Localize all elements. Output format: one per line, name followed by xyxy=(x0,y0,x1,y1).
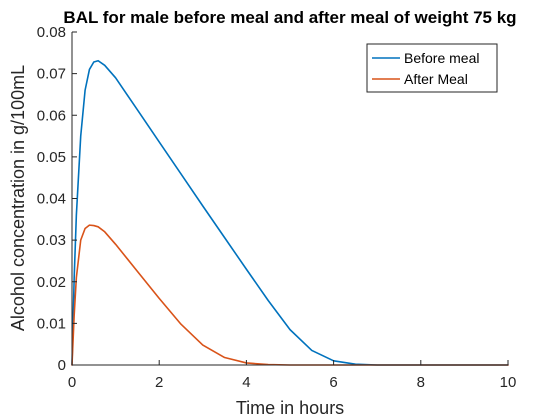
y-tick-label: 0.05 xyxy=(37,149,66,166)
legend-label-0: Before meal xyxy=(404,50,479,66)
y-tick-label: 0.01 xyxy=(37,315,66,332)
legend-box xyxy=(366,43,498,93)
y-tick-label: 0.03 xyxy=(37,232,66,249)
x-tick-label: 2 xyxy=(155,374,163,391)
x-axis-title: Time in hours xyxy=(236,398,344,418)
x-tick-label: 6 xyxy=(329,374,337,391)
y-tick-label: 0.08 xyxy=(37,24,66,41)
y-tick-label: 0 xyxy=(58,357,66,374)
y-tick-label: 0.02 xyxy=(37,274,66,291)
x-tick-label: 10 xyxy=(500,374,517,391)
y-tick-label: 0.07 xyxy=(37,66,66,83)
x-tick-label: 0 xyxy=(68,374,76,391)
y-axis-title: Alcohol concentration in g/100mL xyxy=(8,65,28,331)
y-tick-label: 0.04 xyxy=(37,191,66,208)
legend-label-1: After Meal xyxy=(404,71,468,87)
chart-title: BAL for male before meal and after meal … xyxy=(63,8,516,27)
y-tick-label: 0.06 xyxy=(37,107,66,124)
legend: Before meal After Meal xyxy=(366,43,498,93)
x-tick-label: 8 xyxy=(417,374,425,391)
x-tick-label: 4 xyxy=(242,374,250,391)
